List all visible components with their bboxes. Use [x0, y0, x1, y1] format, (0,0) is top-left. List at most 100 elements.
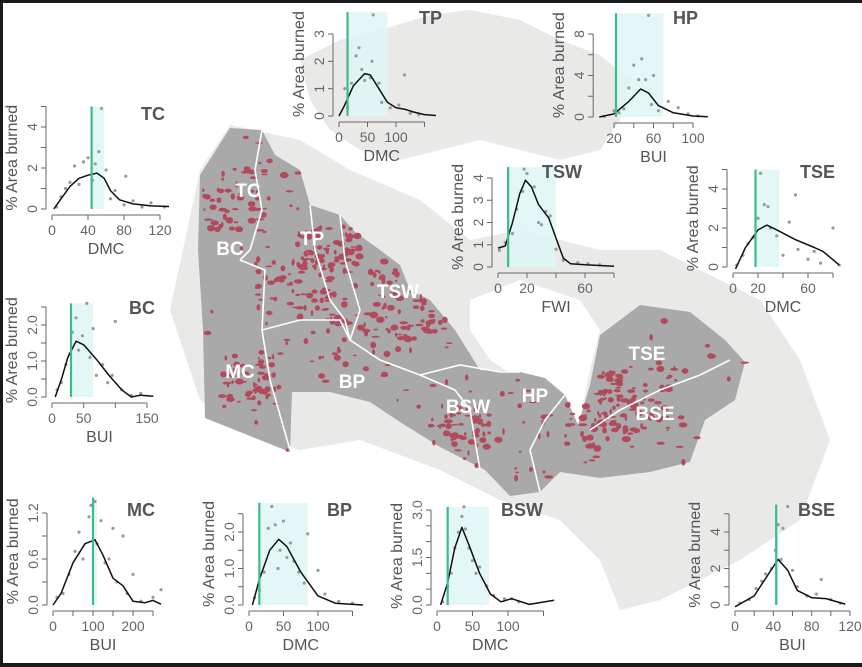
x-axis-label: DMC	[472, 637, 508, 654]
burned-patch	[276, 384, 282, 390]
burned-patch	[231, 353, 238, 359]
y-axis-label: % Area burned	[687, 502, 704, 608]
data-point	[108, 197, 113, 201]
burned-patch	[655, 360, 663, 366]
burned-patch	[242, 135, 249, 140]
burned-patch	[267, 356, 272, 360]
burned-patch	[222, 213, 227, 221]
burned-patch	[337, 346, 341, 351]
burned-patch	[627, 389, 636, 394]
region-label-tsw: TSW	[377, 282, 419, 303]
burned-patch	[451, 438, 456, 441]
burned-patch	[349, 248, 358, 252]
burned-patch	[467, 450, 470, 456]
burned-patch	[514, 467, 517, 470]
burned-patch	[296, 207, 300, 211]
data-point	[796, 247, 800, 252]
x-tick-label: 0	[245, 618, 253, 634]
data-point	[93, 162, 97, 166]
data-point	[262, 570, 266, 574]
burned-patch	[210, 310, 214, 314]
y-axis-label: % Area burned	[450, 164, 467, 270]
data-point	[337, 599, 341, 603]
burned-patch	[456, 412, 461, 415]
burned-patch	[502, 428, 505, 435]
burned-patch	[316, 245, 323, 250]
x-tick-label: 20	[750, 280, 766, 296]
burned-patch	[257, 359, 265, 365]
burned-patch	[657, 369, 660, 372]
burned-patch	[431, 417, 434, 422]
burned-patch	[257, 400, 262, 406]
chart-panel-bc: 0 50 150 BUI 0.0 1.0 2.0% Area burned BC	[4, 297, 159, 446]
burned-patch	[624, 427, 629, 433]
burned-patch	[252, 396, 256, 400]
burned-patch	[678, 422, 688, 428]
burned-patch	[310, 310, 314, 316]
burned-patch	[285, 190, 294, 193]
region-label-tc: TC	[235, 181, 261, 202]
burned-patch	[260, 169, 268, 173]
burned-patch	[285, 448, 289, 452]
y-tick-label: 3	[470, 196, 486, 204]
burned-patch	[605, 436, 610, 442]
burned-patch	[228, 226, 235, 231]
burned-patch	[291, 306, 300, 309]
y-tick-label: 0	[311, 112, 327, 120]
burned-patch	[254, 420, 259, 425]
burned-patch	[268, 362, 276, 368]
chart-panel-tsw: 0 20 60 FWI 0 1 2 3 4% Area burned TSW	[450, 162, 615, 316]
burned-patch	[487, 431, 492, 435]
burned-patch	[329, 313, 336, 316]
burned-patch	[234, 226, 244, 233]
burned-patch	[661, 405, 669, 412]
burned-patch	[342, 267, 347, 275]
burned-patch	[396, 398, 399, 402]
y-tick-label: 0.0	[25, 595, 41, 615]
data-point	[676, 106, 680, 110]
burned-patch	[310, 330, 316, 335]
burned-patch	[303, 304, 307, 311]
data-point	[644, 78, 648, 82]
burned-patch	[352, 282, 358, 289]
region-label-bse: BSE	[635, 404, 674, 425]
burned-patch	[654, 407, 661, 411]
smoothed-curve	[497, 179, 615, 268]
y-tick-label: 2	[470, 218, 486, 226]
burned-patch	[379, 274, 386, 280]
burned-patch	[473, 408, 480, 412]
data-point	[77, 182, 81, 186]
data-point	[281, 519, 286, 523]
burned-patch	[352, 234, 358, 239]
burned-patch	[333, 258, 340, 263]
burned-patch	[432, 439, 436, 446]
smoothed-curve	[251, 538, 363, 606]
burned-patch	[235, 378, 244, 385]
burned-patch	[396, 336, 406, 341]
burned-patch	[627, 432, 634, 436]
data-point	[377, 81, 381, 85]
burned-patch	[529, 401, 537, 404]
burned-patch	[255, 256, 261, 263]
burned-patch	[363, 312, 372, 316]
x-tick-label: 0	[49, 618, 57, 634]
burned-patch	[583, 461, 588, 464]
burned-patch	[390, 324, 399, 331]
burned-patch	[314, 227, 321, 234]
data-point	[814, 592, 819, 596]
burned-patch	[569, 417, 573, 420]
x-tick-label: 0	[494, 280, 502, 296]
burned-patch	[647, 398, 655, 402]
data-point	[363, 78, 367, 83]
data-point	[276, 566, 280, 571]
burned-patch	[224, 355, 228, 361]
data-point	[632, 63, 636, 67]
burned-patch	[726, 376, 731, 382]
region-label-bsw: BSW	[446, 397, 490, 418]
burned-patch	[235, 181, 239, 188]
y-axis-label: % Area burned	[5, 498, 22, 604]
burned-patch	[578, 423, 588, 427]
burned-patch	[429, 384, 437, 387]
threshold-band	[91, 106, 105, 209]
